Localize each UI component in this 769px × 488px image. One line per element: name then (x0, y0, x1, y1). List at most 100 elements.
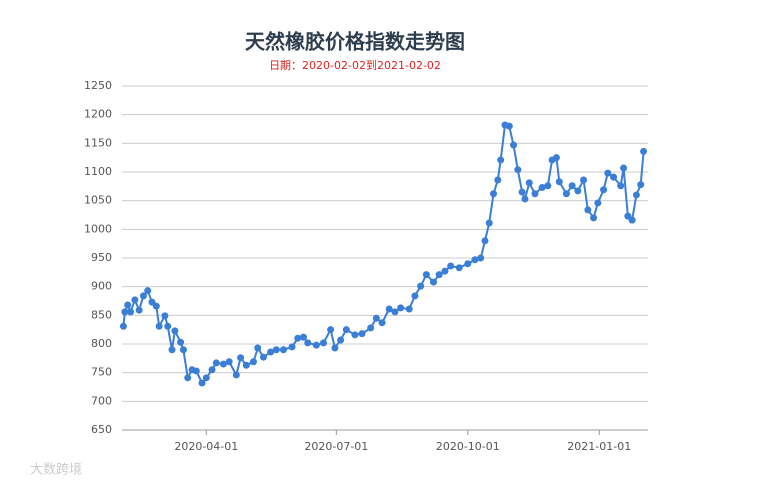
line (122, 123, 645, 385)
point (327, 326, 335, 334)
point (242, 361, 250, 369)
point (131, 296, 139, 304)
point (161, 312, 169, 320)
point (637, 181, 645, 189)
point (510, 141, 518, 149)
point (562, 190, 570, 198)
x-tick-label: 2020-07-01 (304, 440, 368, 453)
point (267, 348, 275, 356)
point (600, 186, 608, 194)
point (555, 178, 563, 186)
point (518, 188, 526, 196)
point (144, 287, 152, 295)
point (294, 334, 302, 342)
point (337, 336, 345, 344)
y-tick-label: 650 (91, 423, 112, 436)
y-tick-label: 850 (91, 308, 112, 321)
point (121, 308, 129, 316)
point (254, 344, 262, 352)
point (219, 360, 227, 368)
point (372, 314, 380, 322)
y-tick-label: 1150 (84, 136, 112, 149)
point (594, 199, 602, 207)
point (119, 322, 127, 330)
point (441, 267, 449, 275)
point (237, 354, 245, 362)
point (342, 326, 350, 334)
point (208, 366, 216, 374)
watermark: 大数跨境 (30, 463, 82, 478)
point (497, 156, 505, 164)
point (525, 179, 533, 187)
point (312, 341, 320, 349)
point (168, 346, 176, 354)
point (481, 237, 489, 245)
y-tick-label: 1050 (84, 194, 112, 207)
point (358, 330, 366, 338)
point (568, 182, 576, 190)
point (584, 206, 592, 214)
y-tick-label: 950 (91, 251, 112, 264)
point (538, 183, 546, 191)
point (604, 169, 612, 177)
y-tick-label: 1100 (84, 165, 112, 178)
y-tick-label: 750 (91, 366, 112, 379)
point (552, 154, 560, 162)
point (610, 173, 618, 181)
point (422, 271, 430, 279)
point (447, 262, 455, 270)
point (405, 305, 413, 313)
point (514, 166, 522, 174)
point (272, 346, 280, 354)
chart-title: 天然橡胶价格指数走势图 (245, 30, 465, 54)
point (171, 327, 179, 335)
point (505, 122, 513, 130)
point (620, 164, 628, 172)
point (378, 319, 386, 327)
point (299, 333, 307, 341)
point (288, 343, 296, 351)
chart-subtitle: 日期：2020-02-02到2021-02-02 (269, 59, 441, 72)
point (430, 278, 438, 286)
point (225, 358, 233, 366)
point (477, 254, 485, 262)
point (179, 346, 187, 354)
point (367, 324, 375, 332)
point (490, 190, 498, 198)
point (279, 346, 287, 354)
point (544, 182, 552, 190)
point (617, 182, 625, 190)
point (521, 195, 529, 203)
point (385, 305, 393, 313)
point (127, 308, 135, 316)
y-tick-label: 900 (91, 280, 112, 293)
point (351, 331, 359, 339)
point (391, 308, 399, 316)
point (531, 190, 539, 198)
point (152, 302, 160, 310)
x-tick-label: 2020-10-01 (436, 440, 500, 453)
point (177, 338, 185, 346)
x-tick-label: 2021-01-01 (567, 440, 631, 453)
point (640, 147, 648, 155)
y-tick-label: 700 (91, 394, 112, 407)
point (435, 271, 443, 279)
point (184, 374, 192, 382)
point (397, 304, 405, 312)
point (192, 367, 200, 375)
point (590, 214, 598, 222)
point (135, 306, 143, 314)
point (124, 301, 132, 309)
point (411, 292, 419, 300)
point (417, 282, 425, 290)
point (471, 256, 479, 264)
point (198, 379, 206, 387)
point (304, 339, 312, 347)
point (249, 358, 257, 366)
point (494, 176, 502, 184)
point (632, 191, 640, 199)
point (580, 176, 588, 184)
point (628, 216, 636, 224)
point (464, 260, 472, 268)
